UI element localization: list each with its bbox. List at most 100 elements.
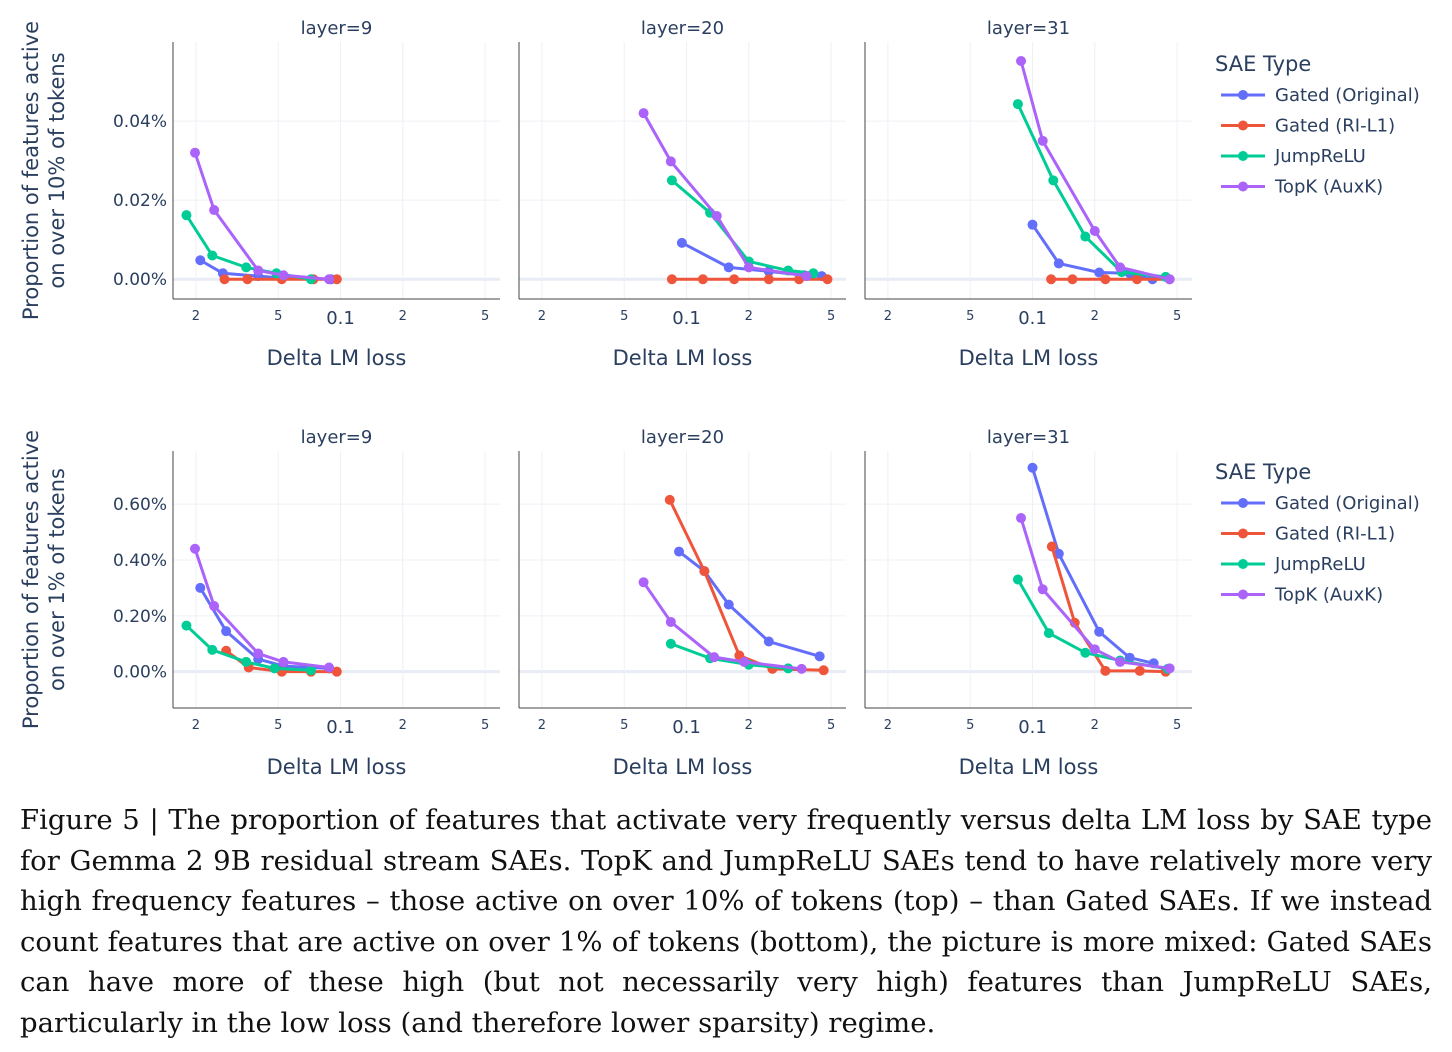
- series-gated-original: [195, 582, 335, 674]
- x-axis-title: Delta LM loss: [267, 755, 407, 779]
- x-tick-label: 2: [884, 309, 892, 324]
- data-point: [763, 636, 774, 647]
- x-tick-label: 2: [1091, 718, 1099, 733]
- data-point: [723, 262, 734, 273]
- data-point: [195, 582, 206, 593]
- legend-label: JumpReLU: [1274, 146, 1366, 167]
- data-point: [638, 108, 649, 119]
- x-axis-title: Delta LM loss: [267, 346, 407, 370]
- series-topk-auxk: [1016, 513, 1175, 674]
- x-tick-label: 5: [827, 309, 835, 324]
- data-point: [253, 265, 264, 276]
- data-point: [1115, 262, 1126, 273]
- panel-title: layer=31: [987, 18, 1070, 39]
- data-point: [822, 274, 833, 285]
- x-tick-label: 5: [274, 309, 282, 324]
- data-point: [1164, 663, 1175, 674]
- data-point: [814, 651, 825, 662]
- data-point: [1080, 647, 1091, 658]
- panel-top-3: 2 5 0.1 2 5 layer=31 Delta LM loss: [864, 18, 1192, 370]
- legend-item: JumpReLU: [1221, 554, 1366, 575]
- panel-bottom-1: 2 5 0.1 2 5 layer=9 Delta LM loss: [172, 427, 500, 779]
- series-line: [670, 642, 789, 670]
- y-tick-label: 0.40%: [113, 551, 167, 571]
- series-topk-auxk: [1016, 55, 1175, 285]
- data-point: [1027, 462, 1038, 473]
- series-gated-ri-l1: [664, 494, 829, 676]
- y-tick-label: 0.00%: [113, 270, 167, 290]
- data-point: [181, 210, 192, 221]
- data-point: [801, 271, 812, 282]
- legend: SAE Type Gated (Original) Gated (RI-L1) Jum…: [1215, 52, 1420, 198]
- y-axis-title-line: Proportion of features active: [19, 21, 43, 320]
- x-axis-title: Delta LM loss: [959, 755, 1099, 779]
- data-point: [1089, 644, 1100, 655]
- legend: SAE Type Gated (Original) Gated (RI-L1) Jum…: [1215, 460, 1420, 606]
- data-point: [1094, 267, 1105, 278]
- legend-item: JumpReLU: [1221, 146, 1366, 167]
- legend-item: TopK (AuxK): [1221, 585, 1383, 606]
- data-point: [699, 566, 710, 577]
- x-tick-label: 2: [192, 309, 200, 324]
- x-tick-label: 5: [1173, 309, 1181, 324]
- legend-item: Gated (Original): [1221, 85, 1420, 106]
- legend-label: Gated (Original): [1275, 85, 1420, 106]
- data-point: [818, 665, 829, 676]
- data-point: [674, 546, 685, 557]
- data-point: [666, 175, 677, 186]
- legend-item: TopK (AuxK): [1221, 177, 1383, 198]
- series-topk-auxk: [638, 108, 812, 282]
- data-point: [1094, 626, 1105, 637]
- chart-row-top: Proportion of features activeon over 10%…: [19, 18, 1420, 370]
- data-point: [1067, 274, 1078, 285]
- figure-caption: Figure 5 | The proportion of features th…: [20, 804, 1432, 1039]
- data-point: [1016, 55, 1027, 66]
- data-point: [189, 543, 200, 554]
- data-point: [1027, 219, 1038, 230]
- x-tick-label: 2: [745, 309, 753, 324]
- data-point: [666, 274, 677, 285]
- x-axis-title: Delta LM loss: [613, 755, 753, 779]
- panel-top-2: 2 5 0.1 2 5 layer=20 Delta LM loss: [518, 18, 846, 370]
- x-tick-label: 2: [399, 718, 407, 733]
- legend-label: Gated (RI-L1): [1275, 524, 1395, 545]
- panel-title: layer=31: [987, 427, 1070, 448]
- data-point: [796, 663, 807, 674]
- x-tick-label: 5: [827, 718, 835, 733]
- y-tick-label: 0.20%: [113, 607, 167, 627]
- legend-item: Gated (RI-L1): [1221, 116, 1395, 137]
- x-tick-label: 5: [1173, 718, 1181, 733]
- x-tick-label: 0.1: [1018, 717, 1047, 738]
- data-point: [324, 274, 335, 285]
- data-point: [1016, 513, 1027, 524]
- x-tick-label: 2: [884, 718, 892, 733]
- chart-row-bottom: Proportion of features activeon over 1% …: [19, 427, 1420, 779]
- x-tick-label: 0.1: [1018, 308, 1047, 329]
- x-tick-label: 5: [481, 718, 489, 733]
- series-jumprelu: [1012, 99, 1171, 282]
- data-point: [697, 274, 708, 285]
- data-point: [209, 205, 220, 216]
- data-point: [1046, 274, 1057, 285]
- series-jumprelu: [181, 620, 316, 676]
- y-axis-title-line: Proportion of features active: [19, 430, 43, 729]
- data-point: [253, 648, 264, 659]
- series-line: [678, 550, 821, 658]
- y-axis-title: Proportion of features activeon over 1% …: [19, 430, 69, 729]
- legend-label: Gated (Original): [1275, 493, 1420, 514]
- data-point: [664, 494, 675, 505]
- x-tick-label: 2: [399, 309, 407, 324]
- series-jumprelu: [181, 210, 316, 285]
- data-point: [221, 626, 232, 637]
- data-point: [1164, 274, 1175, 285]
- series-jumprelu: [666, 175, 819, 279]
- data-point: [219, 274, 230, 285]
- x-tick-label: 0.1: [326, 308, 355, 329]
- data-point: [1132, 274, 1143, 285]
- panel-bottom-3: 2 5 0.1 2 5 layer=31 Delta LM loss: [864, 427, 1192, 779]
- data-point: [665, 616, 676, 627]
- data-point: [189, 147, 200, 158]
- data-point: [1115, 656, 1126, 667]
- x-tick-label: 2: [192, 718, 200, 733]
- y-tick-label: 0.60%: [113, 495, 167, 515]
